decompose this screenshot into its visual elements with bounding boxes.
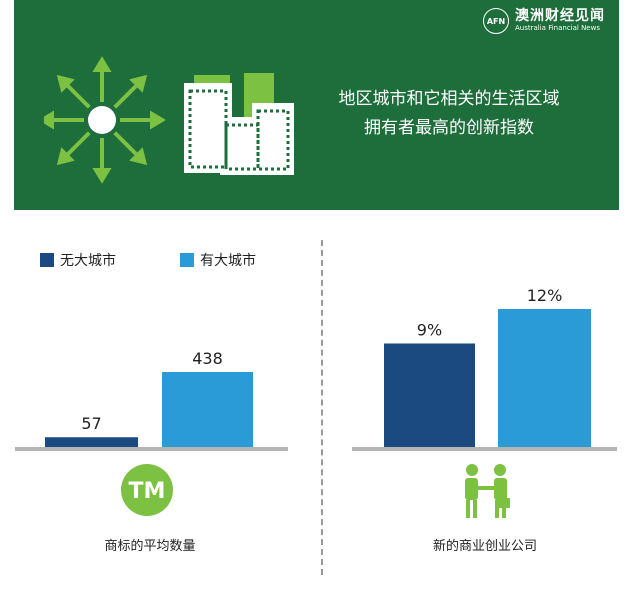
data-label-no-big-city: 9% <box>417 321 442 340</box>
tm-badge-text: TM <box>129 479 166 504</box>
headline: 地区城市和它相关的生活区域 拥有者最高的创新指数 <box>284 85 614 143</box>
bar-has-big-city <box>498 309 591 447</box>
afn-logo-icon: AFN <box>483 8 509 34</box>
headline-line-2: 拥有者最高的创新指数 <box>364 118 534 138</box>
brand-name-en: Australia Financial News <box>515 24 600 32</box>
data-label-has-big-city: 12% <box>527 286 563 305</box>
legend-swatch-has-big-city <box>180 253 194 267</box>
bar-no-big-city <box>384 343 475 447</box>
startup-chart: 9% 12% <box>352 286 617 451</box>
legend-label-no-big-city: 无大城市 <box>60 253 116 269</box>
trademark-caption: 商标的平均数量 <box>104 539 196 554</box>
handshake-people-icon <box>465 464 510 518</box>
tm-badge-icon: TM <box>121 464 173 516</box>
data-label-no-big-city: 57 <box>81 414 101 433</box>
data-label-has-big-city: 438 <box>192 349 223 368</box>
headline-line-1: 地区城市和它相关的生活区域 <box>338 89 560 109</box>
baseline <box>352 447 617 451</box>
banner-illustration <box>44 56 294 184</box>
bar-has-big-city <box>162 372 253 447</box>
legend-item-has-big-city: 有大城市 <box>180 250 256 270</box>
legend-label-has-big-city: 有大城市 <box>200 253 256 269</box>
legend-swatch-no-big-city <box>40 253 54 267</box>
header-banner: AFN 澳洲财经见闻 Australia Financial News <box>14 0 619 210</box>
bar-no-big-city <box>45 437 138 447</box>
brand-name-cn: 澳洲财经见闻 <box>515 8 605 24</box>
legend-item-no-big-city: 无大城市 <box>40 250 116 270</box>
city-buildings-icon <box>184 73 294 175</box>
sun-arrows-icon <box>44 56 166 184</box>
baseline <box>15 447 288 451</box>
startup-caption: 新的商业创业公司 <box>432 539 537 554</box>
brand-logo: AFN 澳洲财经见闻 Australia Financial News <box>483 8 605 34</box>
trademark-chart: 57 438 <box>15 349 288 451</box>
panel-divider <box>321 240 323 575</box>
